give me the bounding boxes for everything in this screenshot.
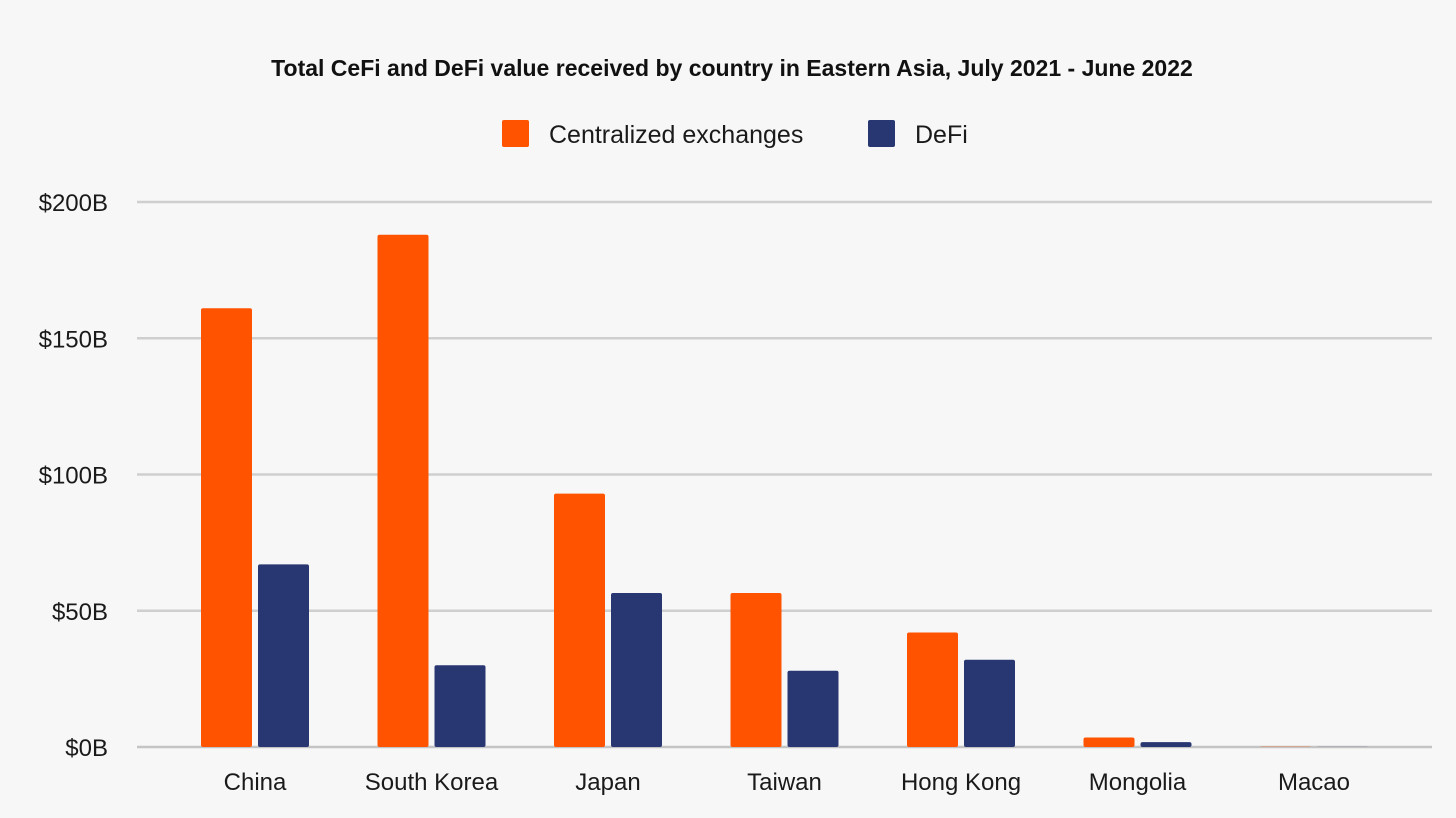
x-category-label-japan: Japan [575,769,640,796]
bar-south-korea-centralized-exchanges [377,234,429,747]
legend: Centralized exchanges DeFi [502,120,968,149]
y-tick-label: $150B [39,326,108,353]
bar-south-korea-defi [434,665,486,747]
x-axis-categories: China South Korea Japan Taiwan Hong Kong Mong… [224,769,1350,796]
chart-title: Total CeFi and DeFi value received by co… [271,55,1193,81]
y-tick-label: $200B [39,190,108,217]
bar-mongolia-defi [1140,742,1192,747]
x-category-label-south-korea: South Korea [365,769,499,796]
y-axis-ticks: $0B $50B $100B $150B $200B [39,190,108,762]
bar-hong-kong-centralized-exchanges [907,632,958,747]
legend-swatch-defi [868,120,895,147]
bar-taiwan-defi [787,670,839,747]
bar-china-centralized-exchanges [201,308,252,747]
bar-japan-defi [611,593,662,747]
gridlines [137,200,1432,749]
x-category-label-hong-kong: Hong Kong [901,769,1021,796]
legend-label-defi: DeFi [915,121,968,149]
x-category-label-taiwan: Taiwan [747,769,822,796]
bar-china-defi [258,564,309,747]
y-tick-label: $100B [39,463,108,490]
legend-swatch-centralized-exchanges [502,120,529,147]
x-category-label-macao: Macao [1278,769,1350,796]
y-tick-label: $50B [52,599,108,626]
bar-japan-centralized-exchanges [554,493,605,747]
bar-taiwan-centralized-exchanges [730,593,782,747]
x-category-label-china: China [224,769,287,796]
bars [201,234,1368,747]
y-tick-label: $0B [65,735,108,762]
legend-label-centralized-exchanges: Centralized exchanges [549,121,803,149]
bar-hong-kong-defi [964,659,1015,747]
x-category-label-mongolia: Mongolia [1089,769,1187,796]
bar-mongolia-centralized-exchanges [1083,737,1135,747]
